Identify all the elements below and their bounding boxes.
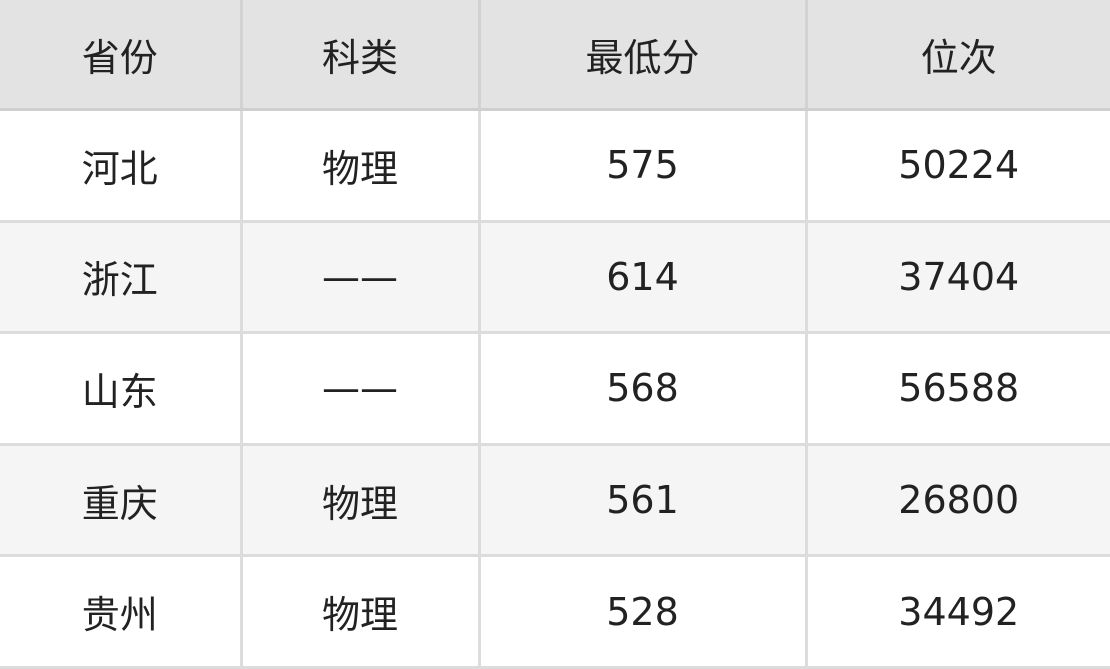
header-subject: 科类 — [239, 0, 481, 111]
cell-rank: 56588 — [804, 331, 1110, 446]
table-row: 重庆 物理 561 26800 — [0, 442, 1110, 558]
table-row: 河北 物理 575 50224 — [0, 108, 1110, 223]
cell-min-score: 614 — [477, 219, 808, 335]
cell-min-score: 568 — [477, 331, 808, 446]
cell-subject: —— — [239, 331, 481, 446]
cell-min-score: 528 — [477, 554, 808, 669]
cell-subject: —— — [239, 219, 481, 335]
cell-province: 重庆 — [0, 442, 243, 558]
cell-province: 贵州 — [0, 554, 243, 669]
cell-province: 山东 — [0, 331, 243, 446]
cell-rank: 50224 — [804, 108, 1110, 223]
cell-subject: 物理 — [239, 554, 481, 669]
cell-province: 河北 — [0, 108, 243, 223]
cell-subject: 物理 — [239, 108, 481, 223]
cell-province: 浙江 — [0, 219, 243, 335]
cell-rank: 34492 — [804, 554, 1110, 669]
table-row: 浙江 —— 614 37404 — [0, 219, 1110, 335]
table-row: 山东 —— 568 56588 — [0, 331, 1110, 446]
header-row: 省份 科类 最低分 位次 — [0, 0, 1110, 111]
cell-rank: 26800 — [804, 442, 1110, 558]
header-min-score: 最低分 — [477, 0, 808, 111]
header-province: 省份 — [0, 0, 243, 111]
header-rank: 位次 — [804, 0, 1110, 111]
cell-min-score: 575 — [477, 108, 808, 223]
table-row: 贵州 物理 528 34492 — [0, 554, 1110, 669]
cell-rank: 37404 — [804, 219, 1110, 335]
cell-min-score: 561 — [477, 442, 808, 558]
cell-subject: 物理 — [239, 442, 481, 558]
